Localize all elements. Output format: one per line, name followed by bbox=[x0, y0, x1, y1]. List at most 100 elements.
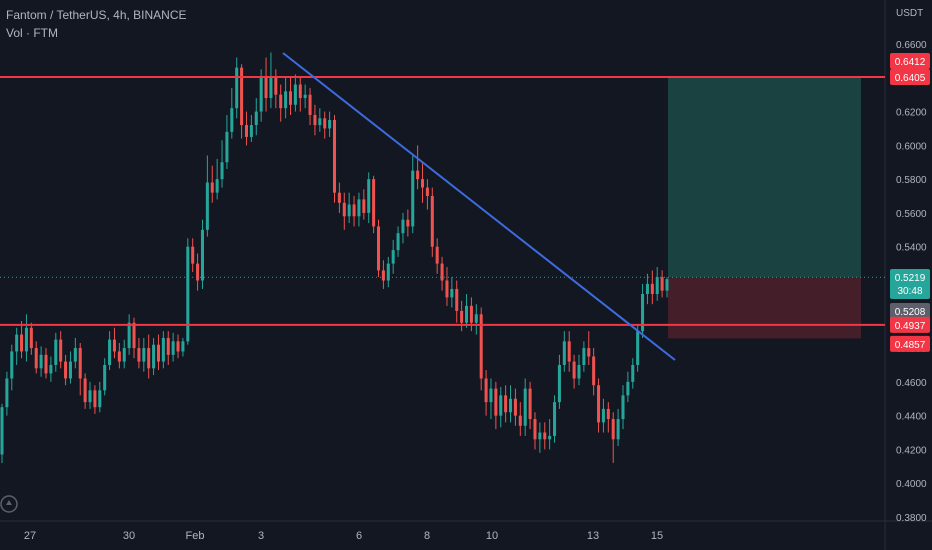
x-tick-label: 15 bbox=[651, 530, 663, 542]
candle-body bbox=[450, 288, 454, 298]
candle-body bbox=[489, 388, 493, 403]
candle-body bbox=[161, 337, 165, 362]
candle-body bbox=[469, 305, 473, 323]
candle-body bbox=[636, 331, 640, 365]
candle-body bbox=[127, 322, 131, 349]
candle-body bbox=[230, 108, 234, 132]
price-label-box bbox=[890, 68, 930, 85]
candle-body bbox=[518, 415, 522, 426]
candle-body bbox=[225, 131, 229, 163]
candle-body bbox=[592, 356, 596, 386]
x-tick-label: 6 bbox=[356, 530, 362, 542]
price-label-text: 0.6405 bbox=[895, 73, 926, 84]
candle-body bbox=[528, 388, 532, 420]
candle-body bbox=[220, 162, 224, 180]
y-tick-label: 0.6000 bbox=[896, 141, 927, 152]
y-tick-label: 0.3800 bbox=[896, 513, 927, 524]
y-tick-label: 0.4000 bbox=[896, 479, 927, 490]
candle-body bbox=[401, 219, 405, 234]
candle-body bbox=[504, 395, 508, 413]
candle-body bbox=[538, 432, 542, 440]
candle-body bbox=[372, 179, 376, 227]
candle-body bbox=[509, 398, 513, 413]
candle-body bbox=[601, 408, 605, 423]
candle-body bbox=[156, 344, 160, 362]
candle-body bbox=[15, 334, 19, 352]
profit-zone bbox=[668, 76, 861, 278]
price-label-box bbox=[890, 269, 930, 299]
candle-body bbox=[68, 361, 72, 379]
candle-body bbox=[274, 77, 278, 95]
candle-body bbox=[117, 351, 121, 362]
candle-body bbox=[465, 305, 469, 323]
candle-body bbox=[191, 246, 195, 264]
candle-body bbox=[645, 283, 649, 295]
candle-body bbox=[641, 294, 645, 332]
candle-body bbox=[621, 395, 625, 420]
candle-body bbox=[24, 327, 28, 352]
candle-body bbox=[205, 182, 209, 230]
candle-body bbox=[313, 114, 317, 126]
candle-body bbox=[597, 385, 601, 423]
candle-body bbox=[88, 390, 92, 403]
candle-body bbox=[582, 348, 586, 365]
candle-body bbox=[567, 341, 571, 362]
candle-body bbox=[215, 179, 219, 193]
candle-body bbox=[0, 407, 4, 455]
x-tick-label: 8 bbox=[424, 530, 430, 542]
candle-body bbox=[293, 84, 297, 105]
candle-body bbox=[543, 432, 547, 440]
candle-body bbox=[20, 334, 24, 352]
candle-body bbox=[416, 170, 420, 180]
candle-body bbox=[200, 229, 204, 281]
candle-body bbox=[655, 277, 659, 295]
symbol-title[interactable]: Fantom / TetherUS, 4h, BINANCE bbox=[6, 8, 187, 22]
y-tick-label: 0.6600 bbox=[896, 40, 927, 51]
candle-body bbox=[10, 351, 14, 379]
candle-body bbox=[332, 120, 337, 193]
candle-body bbox=[147, 348, 151, 369]
candle-body bbox=[181, 341, 185, 352]
x-tick-label: 27 bbox=[24, 530, 36, 542]
candle-body bbox=[328, 120, 332, 129]
candle-body bbox=[362, 199, 366, 213]
candle-body bbox=[244, 125, 249, 137]
candle-body bbox=[59, 339, 63, 362]
y-tick-label: 0.4200 bbox=[896, 445, 927, 456]
candle-body bbox=[166, 337, 170, 355]
candle-body bbox=[572, 361, 576, 379]
candle-body bbox=[254, 111, 258, 126]
candle-body bbox=[108, 339, 112, 365]
candle-body bbox=[54, 339, 58, 365]
candle-body bbox=[533, 419, 537, 440]
candle-body bbox=[445, 280, 449, 298]
candle-body bbox=[386, 263, 390, 281]
candle-body bbox=[611, 419, 615, 440]
candle-body bbox=[430, 196, 434, 247]
candle-body bbox=[264, 77, 268, 99]
candle-body bbox=[308, 94, 312, 115]
candle-body bbox=[460, 310, 464, 323]
price-label-text: 0.5219 bbox=[895, 273, 926, 284]
volume-label[interactable]: Vol · FTM bbox=[6, 26, 59, 40]
candle-body bbox=[347, 204, 351, 217]
candle-body bbox=[34, 348, 38, 369]
price-label-text: 0.4857 bbox=[895, 340, 926, 351]
y-tick-label: 0.5400 bbox=[896, 243, 927, 254]
price-label-text: 0.5208 bbox=[895, 307, 926, 318]
candle-body bbox=[577, 364, 581, 379]
x-tick-label: 30 bbox=[123, 530, 135, 542]
candle-body bbox=[279, 94, 283, 109]
candle-body bbox=[259, 77, 263, 112]
countdown-label: 30:48 bbox=[897, 286, 922, 297]
y-tick-label: 0.5800 bbox=[896, 175, 927, 186]
candle-body bbox=[83, 378, 87, 403]
y-tick-label: 0.4400 bbox=[896, 412, 927, 423]
candle-body bbox=[49, 364, 53, 374]
candle-body bbox=[176, 341, 180, 352]
candle-body bbox=[44, 354, 48, 374]
candle-body bbox=[626, 381, 630, 396]
candle-body bbox=[29, 327, 33, 349]
candle-body bbox=[132, 322, 136, 349]
